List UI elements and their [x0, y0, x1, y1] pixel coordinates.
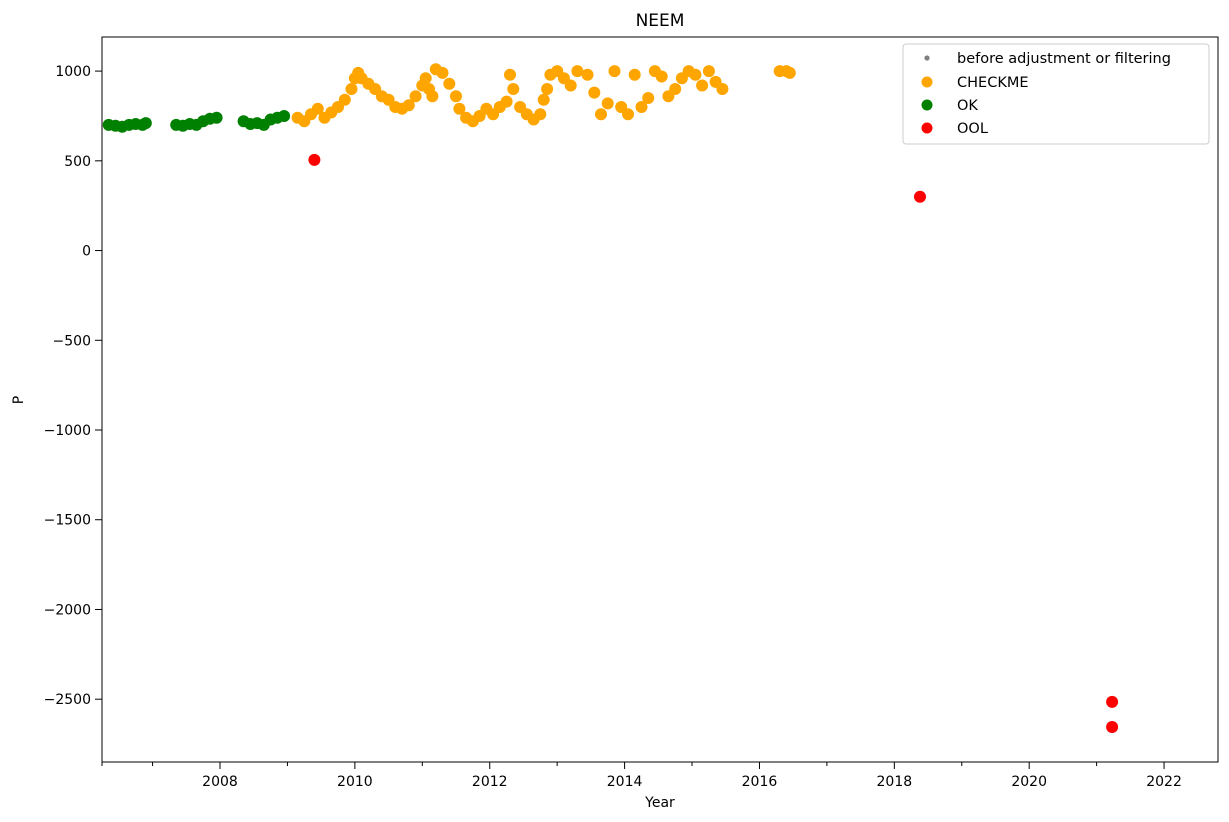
data-point-checkme	[409, 90, 422, 103]
data-point-checkme	[628, 68, 641, 81]
y-tick-label: −1000	[44, 423, 91, 439]
x-tick-label: 2012	[472, 774, 508, 790]
legend-label-ok: OK	[957, 98, 978, 114]
data-point-checkme	[537, 93, 550, 106]
data-point-checkme	[608, 65, 621, 78]
data-point-ok	[210, 111, 223, 124]
legend-box	[902, 43, 1210, 145]
y-tick-label: −1500	[44, 513, 91, 529]
legend-marker-before-adjustment	[924, 55, 930, 61]
legend-marker-checkme	[921, 76, 933, 88]
data-point-checkme	[595, 108, 607, 121]
data-point-checkme	[669, 83, 682, 95]
y-axis: 1000 500 0 −500 −1000 −1500 −2000 −2500	[44, 64, 102, 708]
data-point-checkme	[622, 108, 634, 121]
x-tick-label: 2018	[877, 774, 913, 790]
legend-marker-ok	[921, 99, 933, 111]
data-point-checkme	[436, 66, 449, 79]
data-point-checkme	[716, 83, 729, 95]
data-point-checkme	[702, 65, 715, 78]
y-axis-label: P	[11, 396, 27, 404]
data-point-checkme	[534, 108, 547, 121]
data-point-checkme	[541, 83, 554, 95]
x-tick-label: 2008	[202, 774, 238, 790]
data-point-ool	[308, 153, 321, 166]
data-point-checkme	[689, 68, 702, 81]
legend-label-ool: OOL	[957, 121, 988, 137]
x-axis-label: Year	[644, 795, 675, 811]
legend-label-before-adjustment: before adjustment or filtering	[957, 51, 1171, 67]
data-point-checkme	[655, 70, 668, 83]
plot-frame	[101, 36, 1219, 763]
data-point-checkme	[581, 68, 594, 81]
data-point-ok	[278, 110, 291, 122]
data-point-checkme	[783, 66, 796, 79]
chart-title: NEEM	[636, 11, 685, 31]
x-tick-label: 2022	[1146, 774, 1182, 790]
x-tick-label: 2020	[1011, 774, 1047, 790]
data-point-checkme	[500, 95, 513, 108]
data-point-checkme	[311, 102, 324, 115]
data-point-ool	[1106, 721, 1119, 733]
data-point-checkme	[345, 83, 358, 95]
legend-label-checkme: CHECKME	[957, 75, 1029, 91]
data-point-checkme	[426, 90, 439, 103]
data-point-checkme	[642, 92, 655, 104]
x-axis: 2008 2010 2012 2014 2016 2018 2020 2022	[101, 762, 1182, 790]
legend: before adjustment or filtering CHECKME O…	[902, 43, 1210, 145]
legend-marker-ool	[921, 122, 933, 134]
x-tick-label: 2016	[742, 774, 778, 790]
y-tick-label: −2000	[44, 602, 91, 618]
data-point-checkme	[601, 97, 614, 110]
data-point-checkme	[504, 68, 516, 81]
chart-marks	[102, 63, 1119, 733]
x-tick-label: 2014	[607, 774, 643, 790]
data-point-checkme	[696, 79, 709, 92]
data-point-checkme	[419, 72, 432, 85]
data-point-checkme	[453, 102, 466, 115]
data-point-checkme	[635, 101, 648, 113]
y-tick-label: −2500	[44, 692, 91, 708]
data-point-checkme	[402, 99, 415, 112]
data-point-checkme	[338, 93, 351, 106]
y-tick-label: −500	[53, 333, 91, 349]
data-point-ool	[1106, 695, 1119, 708]
data-point-checkme	[564, 79, 577, 92]
data-point-checkme	[450, 90, 462, 103]
data-point-ool	[914, 190, 926, 203]
y-tick-label: 500	[64, 154, 91, 170]
data-point-checkme	[443, 77, 456, 90]
data-point-checkme	[571, 65, 584, 78]
data-point-checkme	[588, 86, 601, 99]
data-point-checkme	[507, 83, 520, 95]
data-point-ok	[139, 117, 152, 130]
x-tick-label: 2010	[337, 774, 373, 790]
y-tick-label: 1000	[55, 64, 91, 80]
y-tick-label: 0	[82, 244, 91, 260]
